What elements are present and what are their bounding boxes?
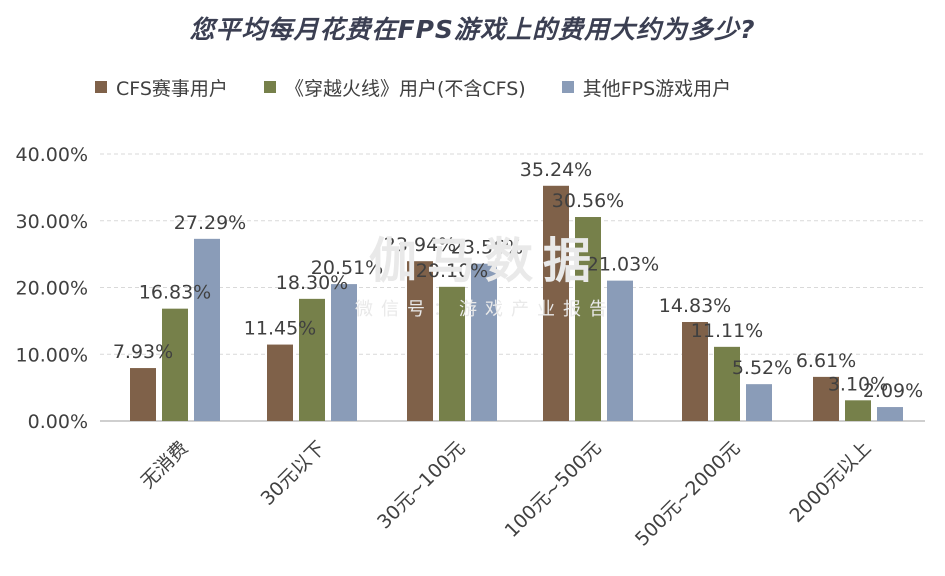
bar [331,284,357,421]
data-label: 11.45% [244,318,316,340]
bar [162,309,188,421]
data-label: 20.51% [311,257,383,279]
x-tick-label: 500元~2000元 [631,437,745,551]
x-tick-label: 30元以下 [257,437,330,510]
data-label: 27.29% [174,212,246,234]
y-tick-label: 40.00% [16,144,88,166]
data-label: 20.10% [416,260,488,282]
bar [407,261,433,421]
bar [130,368,156,421]
bar [267,345,293,421]
bar [194,239,220,421]
y-tick-label: 30.00% [16,211,88,233]
data-label: 2.09% [863,380,923,402]
data-label: 35.24% [520,159,592,181]
bar [575,217,601,421]
data-label: 5.52% [732,357,792,379]
y-tick-label: 10.00% [16,344,88,366]
bar [746,384,772,421]
data-label: 11.11% [691,320,763,342]
data-label: 23.94% [384,234,456,256]
data-labels: 7.93% 11.45% 23.94% 35.24% 14.83% 6.61% 16.83%… [113,159,923,402]
data-label: 21.03% [587,254,659,276]
y-tick-label: 20.00% [16,278,88,300]
bar [543,186,569,421]
data-label: 14.83% [659,295,731,317]
data-label: 6.61% [796,350,856,372]
data-label: 16.83% [139,282,211,304]
bar [845,400,871,421]
bar [439,287,465,421]
data-label: 30.56% [552,190,624,212]
data-label: 23.56% [451,237,523,259]
data-label: 7.93% [113,341,173,363]
bar [607,281,633,421]
bar [877,407,903,421]
y-tick-label: 0.00% [28,411,88,433]
x-tick-label: 100元~500元 [501,437,606,542]
x-tick-label: 无消费 [137,437,193,493]
x-tick-label: 2000元以上 [785,437,875,527]
x-tick-label: 30元~100元 [373,437,469,533]
bar [471,264,497,421]
